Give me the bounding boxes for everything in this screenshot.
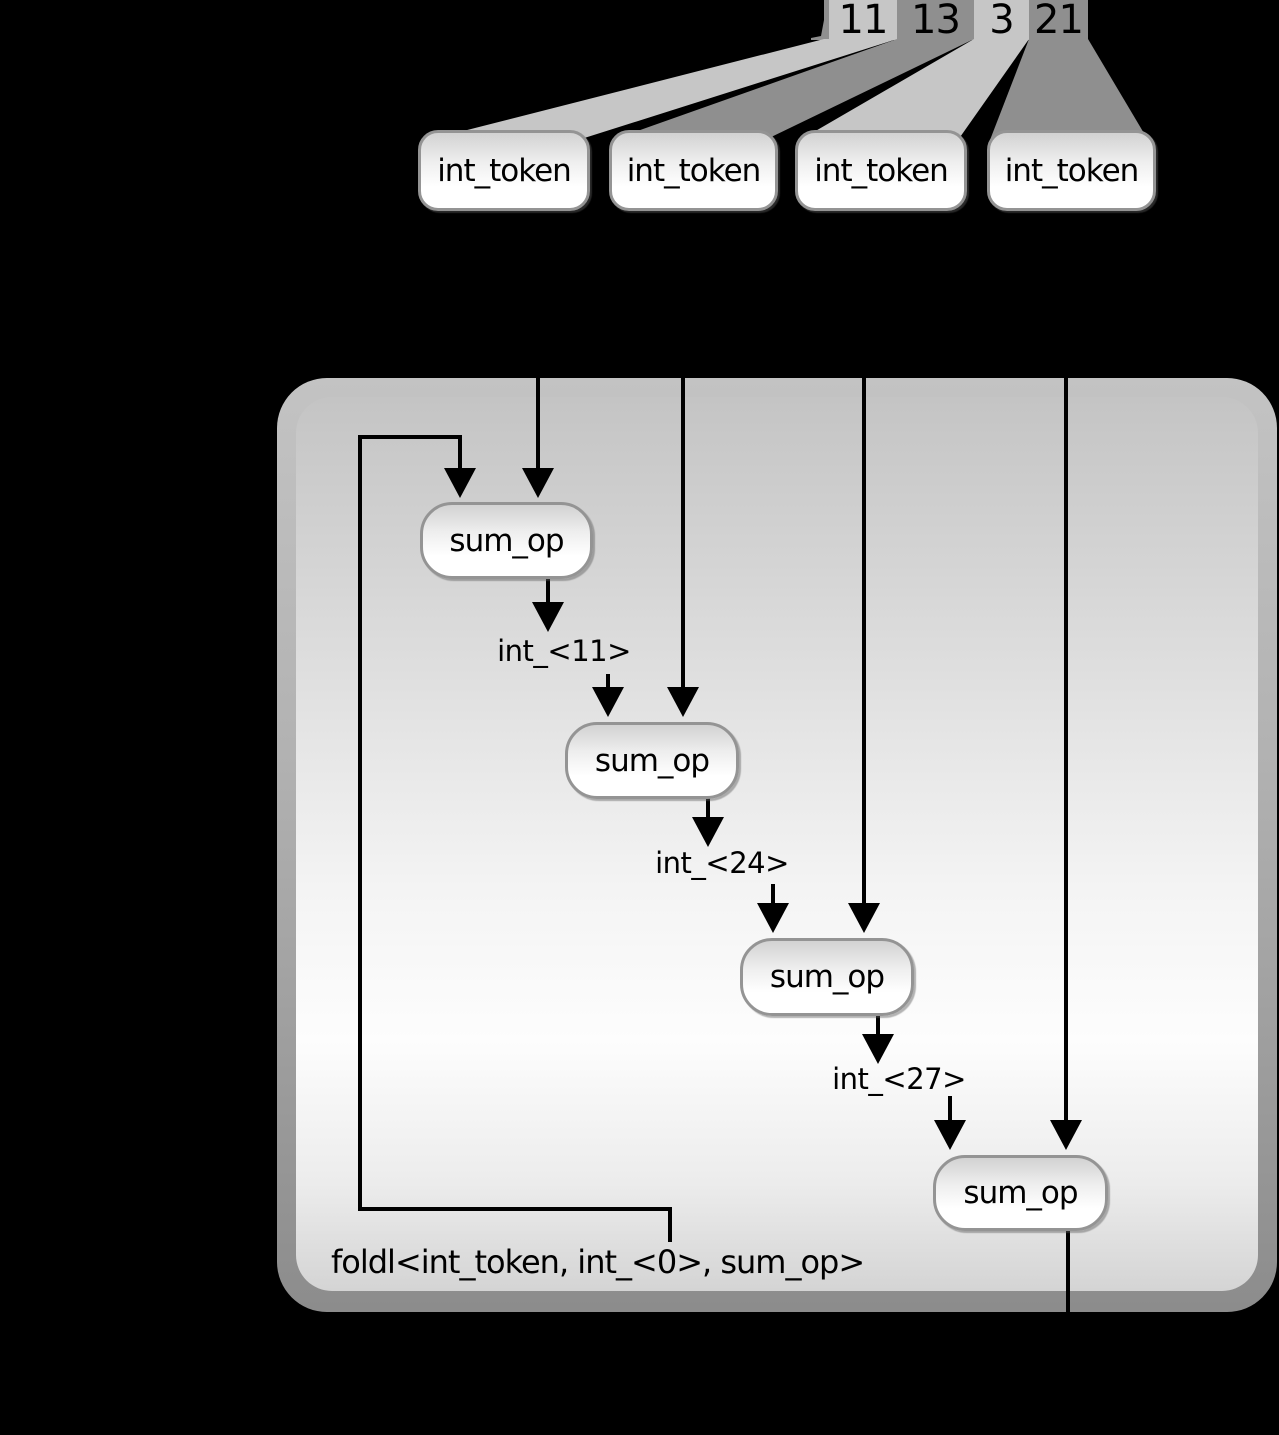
int-token-node-4: int_token <box>987 130 1156 211</box>
funnel-11 <box>428 39 897 140</box>
token-cell-21: 21 <box>1029 0 1088 43</box>
edge-token2-to-sumop2 <box>667 203 699 717</box>
token-cell-3: 3 <box>974 0 1029 43</box>
funnel-21 <box>990 39 1148 140</box>
intermediate-value-int24: int_<24> <box>655 846 789 880</box>
edge-int24-to-sumop3 <box>757 884 789 933</box>
edge-token3-to-sumop3 <box>848 203 880 933</box>
funnel-3 <box>800 39 1029 140</box>
edge-sumop2-to-int24 <box>692 793 724 847</box>
edge-int27-to-sumop4 <box>934 1096 966 1150</box>
edge-token1-to-sumop1 <box>522 203 554 498</box>
token-cell-13: 13 <box>897 0 974 43</box>
edge-int11-to-sumop2 <box>592 674 624 717</box>
fold-container-caption: foldl<int_token, int_<0>, sum_op> <box>331 1243 865 1281</box>
edge-sumop3-to-int27 <box>862 1010 894 1064</box>
int-token-node-3: int_token <box>795 130 967 211</box>
token-cell-11: 11 <box>829 0 897 43</box>
sum-op-node-3: sum_op <box>740 938 914 1016</box>
clipped-glyph-fragment <box>811 0 824 38</box>
sum-op-node-2: sum_op <box>565 722 739 799</box>
edge-sumop1-to-int11 <box>532 573 564 632</box>
funnel-13 <box>612 39 974 140</box>
intermediate-value-int27: int_<27> <box>832 1062 966 1096</box>
int-token-node-1: int_token <box>418 130 590 211</box>
edge-token4-to-sumop4 <box>1050 203 1082 1150</box>
intermediate-value-int11: int_<11> <box>497 634 631 668</box>
int-token-node-2: int_token <box>609 130 778 211</box>
sum-op-node-4: sum_op <box>933 1155 1108 1231</box>
sum-op-node-1: sum_op <box>420 502 593 579</box>
edge-initial-state-to-sumop1 <box>358 435 672 1242</box>
